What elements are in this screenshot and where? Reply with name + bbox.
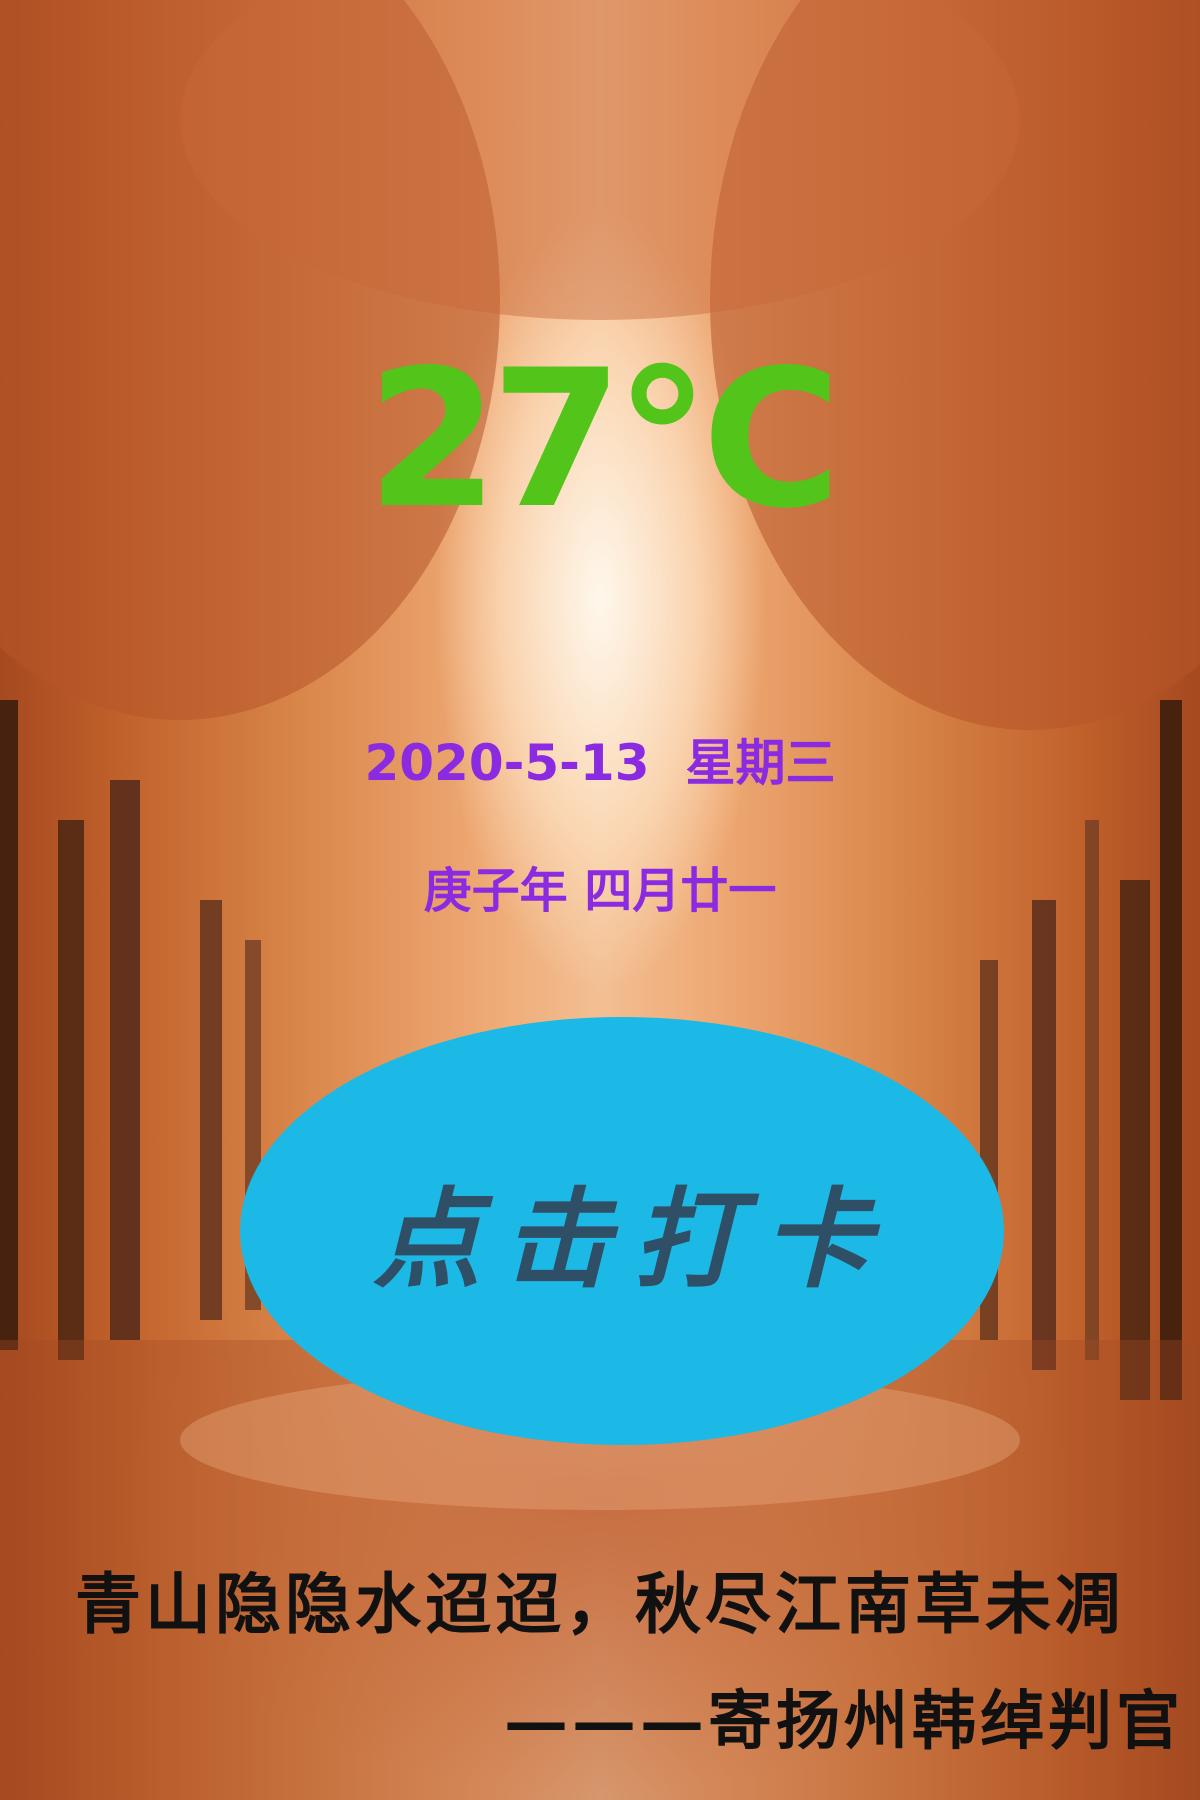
lunar-date: 庚子年 四月廿一 [423, 863, 777, 919]
poem-attribution: ———寄扬州韩绰判官 [504, 1684, 1184, 1759]
temperature-display: 27°C [366, 329, 842, 550]
checkin-button-label: 点击打卡 [372, 1177, 893, 1303]
checkin-button[interactable]: 点击打卡 [240, 1017, 1004, 1445]
date-row: 2020-5-13 星期三 [0, 730, 1200, 796]
poem-line: 青山隐隐水迢迢，秋尽江南草未凋 [75, 1565, 1125, 1643]
weekday-label: 星期三 [685, 734, 836, 792]
gregorian-date: 2020-5-13 [364, 734, 650, 792]
